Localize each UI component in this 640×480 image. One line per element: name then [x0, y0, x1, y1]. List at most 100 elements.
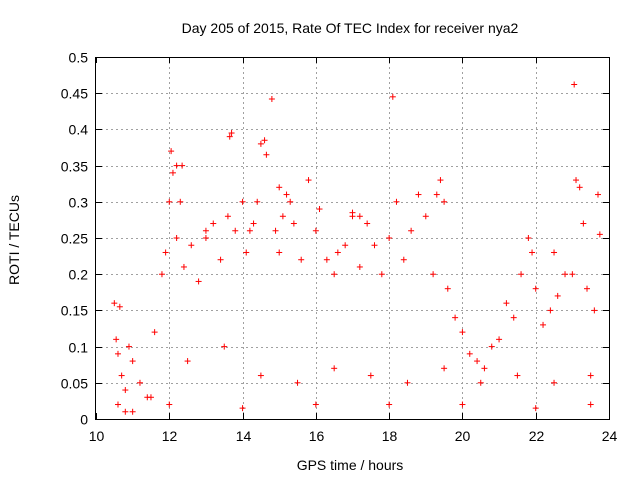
data-point	[239, 198, 246, 205]
data-point	[334, 249, 341, 256]
data-point	[122, 387, 129, 394]
data-point	[305, 177, 312, 184]
data-point	[433, 191, 440, 198]
x-tick-label: 22	[529, 428, 545, 444]
data-point	[316, 206, 323, 213]
data-point	[514, 372, 521, 379]
data-point	[551, 249, 558, 256]
data-point	[118, 372, 125, 379]
data-point	[168, 148, 175, 155]
data-point	[210, 220, 217, 227]
data-point	[532, 405, 539, 412]
data-point	[166, 401, 173, 408]
data-point	[180, 263, 187, 270]
x-tick-label: 20	[455, 428, 471, 444]
y-tick-label: 0.4	[69, 122, 89, 138]
data-point	[587, 401, 594, 408]
data-point	[452, 314, 459, 321]
data-point	[477, 379, 484, 386]
data-point	[532, 285, 539, 292]
data-point	[162, 249, 169, 256]
x-tick-label: 16	[309, 428, 325, 444]
data-point	[551, 379, 558, 386]
data-point	[342, 242, 349, 249]
data-point	[481, 365, 488, 372]
data-point	[488, 343, 495, 350]
data-point	[518, 271, 525, 278]
data-point	[444, 285, 451, 292]
data-point	[283, 191, 290, 198]
data-point	[122, 408, 129, 415]
data-point	[573, 177, 580, 184]
y-tick-labels: 0 0.05 0.1 0.15 0.2 0.25 0.3 0.35 0.4 0.45 0.5	[61, 50, 88, 428]
data-point	[591, 307, 598, 314]
data-point	[254, 198, 261, 205]
chart-title: Day 205 of 2015, Rate Of TEC Index for r…	[182, 20, 519, 36]
data-point	[554, 292, 561, 299]
grid-lines	[96, 57, 609, 419]
data-point	[294, 379, 301, 386]
data-point	[540, 321, 547, 328]
y-tick-label: 0.05	[61, 376, 88, 392]
data-point	[257, 372, 264, 379]
data-point	[408, 227, 415, 234]
data-point	[195, 278, 202, 285]
data-point	[217, 256, 224, 263]
data-point	[364, 220, 371, 227]
data-point	[202, 235, 209, 241]
data-point	[349, 213, 356, 220]
data-point	[386, 235, 393, 241]
data-point	[331, 271, 338, 278]
data-point	[525, 235, 532, 241]
data-point	[113, 336, 120, 343]
data-point	[367, 372, 374, 379]
plot-frame	[95, 57, 610, 420]
data-point	[158, 271, 165, 278]
y-tick-label: 0.25	[61, 231, 88, 247]
data-point	[232, 227, 239, 234]
data-point	[441, 198, 448, 205]
data-point	[441, 365, 448, 372]
data-point	[587, 372, 594, 379]
data-point	[129, 408, 136, 415]
data-point	[276, 249, 283, 256]
data-point	[437, 177, 444, 184]
data-point	[151, 329, 158, 336]
data-point	[263, 151, 270, 158]
data-point	[356, 263, 363, 270]
data-point	[459, 329, 466, 336]
data-point	[356, 213, 363, 220]
data-point	[221, 343, 228, 350]
data-point	[188, 242, 195, 249]
data-point	[529, 249, 536, 256]
y-tick-label: 0.2	[69, 267, 89, 283]
data-point	[116, 303, 123, 310]
data-point	[580, 220, 587, 227]
x-tick-label: 18	[382, 428, 398, 444]
data-point	[378, 271, 385, 278]
data-point	[272, 227, 279, 234]
data-point	[496, 336, 503, 343]
data-point	[226, 133, 233, 140]
data-point	[547, 307, 554, 314]
data-point	[111, 300, 118, 307]
y-tick-label: 0.35	[61, 159, 88, 175]
data-point	[459, 401, 466, 408]
x-tick-label: 14	[236, 428, 252, 444]
data-point	[179, 162, 186, 169]
data-point	[228, 130, 235, 137]
data-point	[331, 365, 338, 372]
data-point	[389, 93, 396, 100]
data-point	[250, 220, 257, 227]
data-point	[125, 343, 132, 350]
axis-ticks	[96, 57, 610, 420]
y-tick-label: 0.45	[61, 86, 88, 102]
data-point	[261, 137, 268, 144]
x-tick-labels: 10 12 14 16 18 20 22 24	[89, 428, 618, 444]
y-tick-label: 0.5	[69, 50, 89, 66]
data-point	[466, 350, 473, 357]
data-point	[169, 169, 176, 176]
data-point	[400, 256, 407, 263]
data-point	[136, 379, 143, 386]
data-point	[224, 213, 231, 220]
